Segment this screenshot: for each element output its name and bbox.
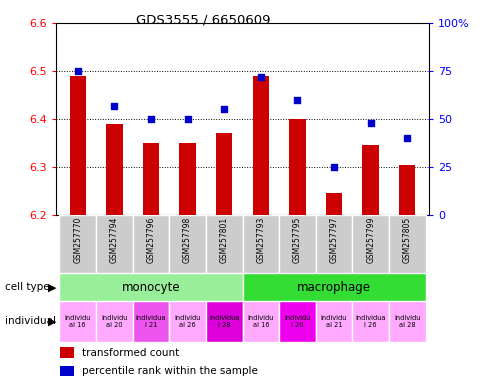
Text: ▶: ▶ [47,316,56,326]
Text: GSM257797: GSM257797 [329,217,338,263]
Bar [60,347,75,358]
Text: cell type: cell type [5,282,49,292]
Point [220,106,227,113]
Bar [325,194,342,215]
Text: GSM257799: GSM257799 [365,217,374,263]
Bar [288,119,305,215]
Bar [133,215,169,273]
Bar [252,76,269,215]
Point [330,164,337,170]
Point [403,135,410,141]
Bar [169,215,206,273]
Text: individu
al 16: individu al 16 [64,315,91,328]
Text: individua
l 28: individua l 28 [209,315,239,328]
Bar [133,301,169,342]
Text: GSM257796: GSM257796 [146,217,155,263]
Bar [278,215,315,273]
Text: individu
l 20: individu l 20 [284,315,310,328]
Bar [142,143,159,215]
Text: individu
al 28: individu al 28 [393,315,420,328]
Bar [96,301,133,342]
Text: GSM257805: GSM257805 [402,217,411,263]
Bar [206,215,242,273]
Bar [106,124,122,215]
Text: GSM257798: GSM257798 [182,217,192,263]
Bar [60,215,96,273]
Bar [351,215,388,273]
Bar [242,301,278,342]
Text: GSM257795: GSM257795 [292,217,302,263]
Text: individu
al 20: individu al 20 [101,315,127,328]
Bar [60,301,96,342]
Text: GSM257801: GSM257801 [219,217,228,263]
Bar [60,366,75,376]
Text: GSM257770: GSM257770 [73,217,82,263]
Point [183,116,191,122]
Bar [206,301,242,342]
Bar [398,165,415,215]
Bar [278,301,315,342]
Point [257,74,264,80]
Point [74,68,81,74]
Bar [315,301,351,342]
Bar [388,215,424,273]
Text: GSM257793: GSM257793 [256,217,265,263]
Text: individu
al 26: individu al 26 [174,315,200,328]
Bar [388,301,424,342]
Bar [351,301,388,342]
Text: GSM257794: GSM257794 [110,217,119,263]
Point [366,120,374,126]
Bar [242,273,424,301]
Point [293,97,301,103]
Bar [315,215,351,273]
Bar [69,76,86,215]
Text: GDS3555 / 6650609: GDS3555 / 6650609 [136,13,271,26]
Point [147,116,154,122]
Bar [242,215,278,273]
Text: individual: individual [5,316,56,326]
Text: individu
al 21: individu al 21 [320,315,347,328]
Bar [215,133,232,215]
Bar [179,143,196,215]
Text: macrophage: macrophage [296,281,370,293]
Text: monocyte: monocyte [121,281,180,293]
Text: percentile rank within the sample: percentile rank within the sample [82,366,257,376]
Bar [60,273,242,301]
Point [110,103,118,109]
Text: individua
l 21: individua l 21 [136,315,166,328]
Bar [169,301,206,342]
Text: individu
al 16: individu al 16 [247,315,273,328]
Bar [362,146,378,215]
Bar [96,215,133,273]
Text: individua
l 26: individua l 26 [355,315,385,328]
Text: ▶: ▶ [47,282,56,292]
Text: transformed count: transformed count [82,348,179,358]
